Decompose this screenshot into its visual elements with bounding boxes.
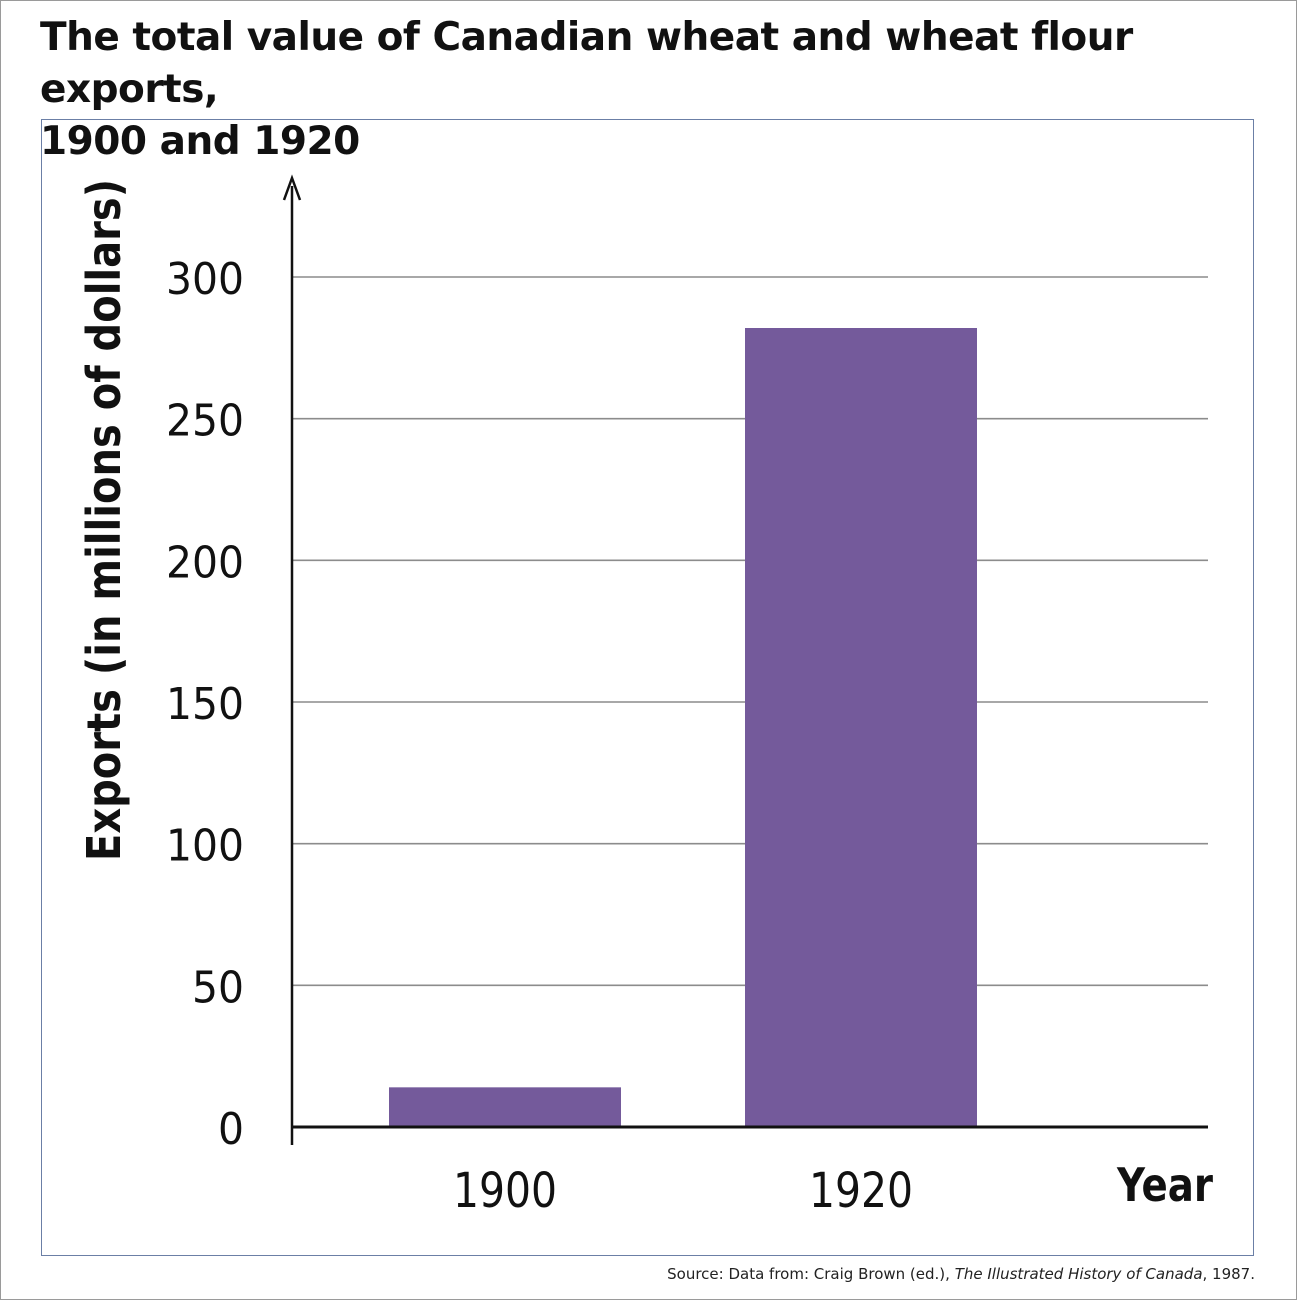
chart-title-line-1: The total value of Canadian wheat and wh… bbox=[40, 15, 1133, 112]
source-book-title: The Illustrated History of Canada bbox=[954, 1265, 1203, 1283]
bars bbox=[389, 328, 977, 1127]
y-tick-label-100: 100 bbox=[166, 821, 244, 872]
y-tick-label-200: 200 bbox=[166, 537, 244, 588]
bar-1900 bbox=[389, 1087, 621, 1127]
y-tick-labels: 0 50 100 150 200 250 300 bbox=[166, 254, 244, 1155]
y-tick-label-50: 50 bbox=[192, 962, 244, 1013]
y-axis-arrowhead bbox=[282, 174, 302, 201]
chart-frame bbox=[41, 119, 1254, 1256]
source-note: Source: Data from: Craig Brown (ed.), Th… bbox=[667, 1265, 1255, 1283]
source-prefix: Source: Data from: Craig Brown (ed.), bbox=[667, 1265, 955, 1283]
y-tick-label-0: 0 bbox=[218, 1104, 244, 1155]
source-suffix: , 1987. bbox=[1202, 1265, 1255, 1283]
y-tick-label-250: 250 bbox=[166, 396, 244, 447]
x-tick-label-1920: 1920 bbox=[809, 1163, 913, 1219]
x-tick-label-1900: 1900 bbox=[453, 1163, 557, 1219]
chart-title: The total value of Canadian wheat and wh… bbox=[40, 12, 1270, 168]
bar-1920 bbox=[745, 328, 977, 1127]
x-tick-labels: 1900 1920 bbox=[453, 1163, 913, 1219]
axes bbox=[282, 174, 1208, 1145]
y-axis-title: Exports (in millions of dollars) bbox=[77, 179, 131, 861]
y-tick-label-150: 150 bbox=[166, 679, 244, 730]
chart-title-line-2: 1900 and 1920 bbox=[40, 119, 360, 164]
x-axis-title: Year bbox=[1116, 1158, 1213, 1212]
y-tick-label-300: 300 bbox=[166, 254, 244, 305]
